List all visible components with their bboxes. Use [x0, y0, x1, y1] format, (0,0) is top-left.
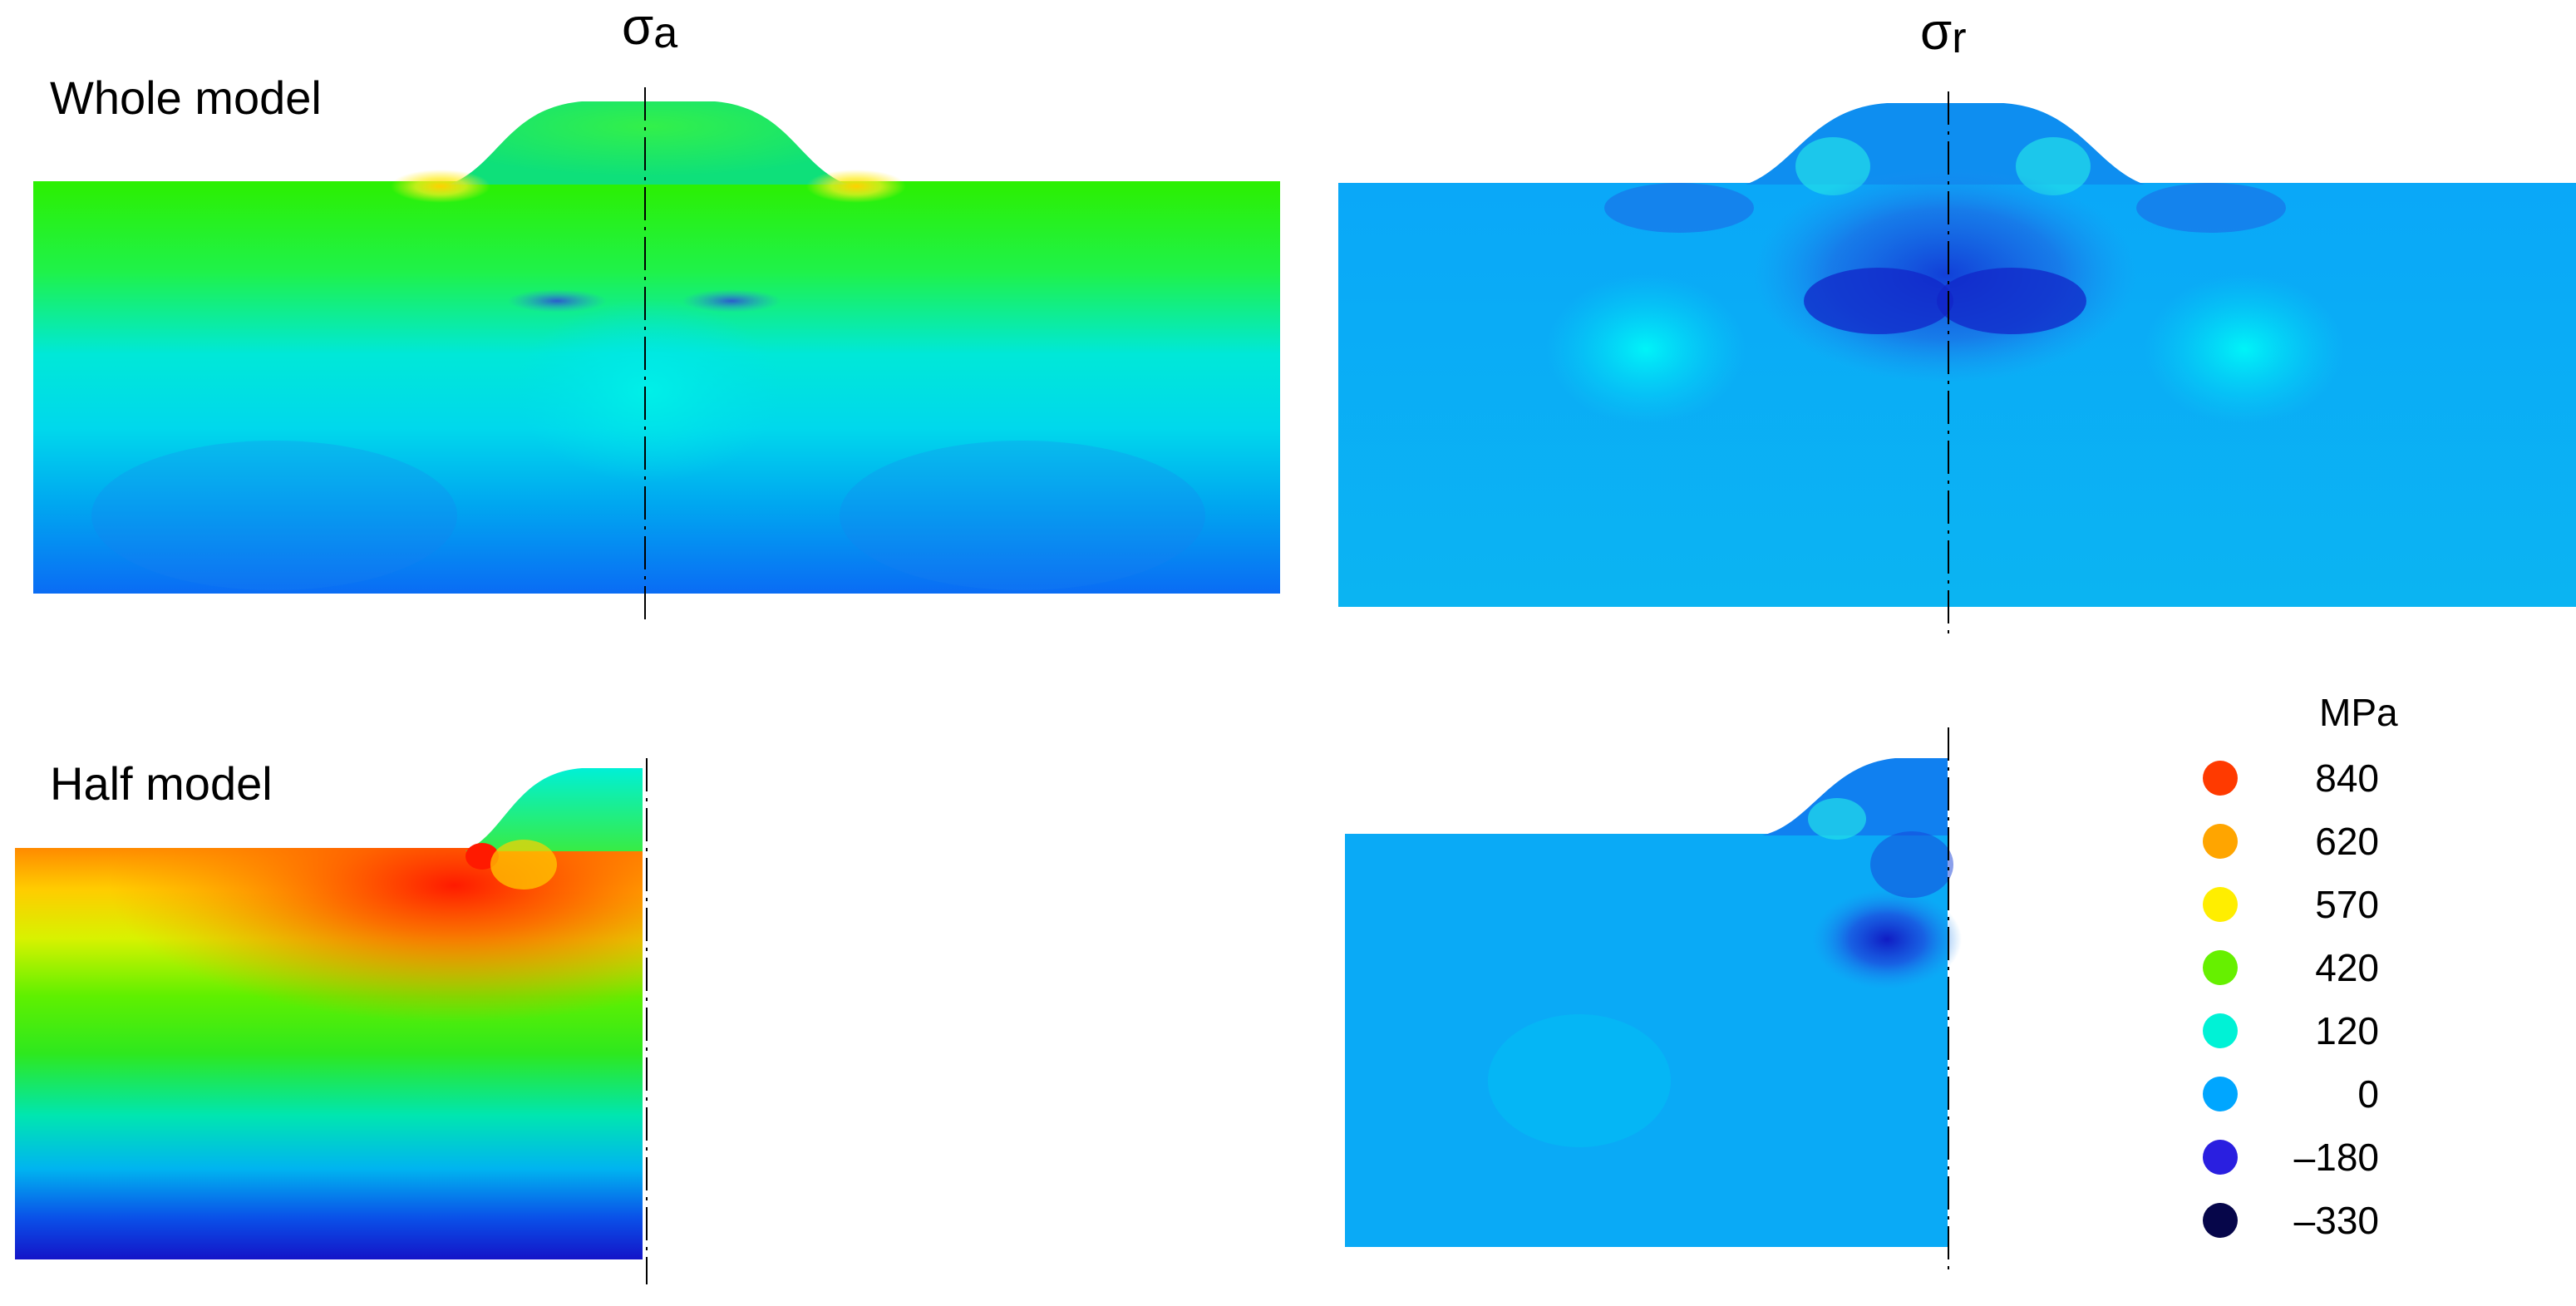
legend-color-dot	[2203, 761, 2238, 796]
legend-item: –180	[2203, 1126, 2477, 1189]
legend-item: 0	[2203, 1062, 2477, 1126]
sigma-r-whole-model-contour	[1338, 103, 2576, 607]
legend-color-dot	[2203, 824, 2238, 859]
legend-value: –330	[2293, 1199, 2379, 1242]
sigma-r-symbol: σ	[1920, 3, 1953, 61]
legend: MPa 840 620 570 420 120 0 –180 –330	[2203, 690, 2477, 1252]
legend-item: –330	[2203, 1189, 2477, 1252]
sigma-a-whole-model-contour	[33, 101, 1280, 594]
legend-value: 0	[2357, 1072, 2379, 1116]
legend-color-dot	[2203, 1077, 2238, 1111]
legend-unit: MPa	[2319, 691, 2398, 734]
half-model-label: Half model	[50, 757, 273, 810]
sigma-a-subscript: a	[653, 9, 678, 57]
sigma-a-symbol: σ	[622, 0, 654, 56]
legend-value: 840	[2315, 756, 2379, 800]
legend-value: 420	[2315, 946, 2379, 989]
legend-color-dot	[2203, 887, 2238, 922]
symmetry-axis-lines	[644, 87, 1949, 1284]
legend-value: –180	[2293, 1136, 2379, 1179]
legend-color-dot	[2203, 1140, 2238, 1175]
whole-model-label: Whole model	[50, 71, 322, 124]
legend-items: 840 620 570 420 120 0 –180 –330	[2203, 747, 2477, 1252]
legend-item: 120	[2203, 999, 2477, 1062]
legend-value: 570	[2315, 883, 2379, 926]
sigma-r-subscript: r	[1952, 14, 1967, 62]
legend-color-dot	[2203, 1203, 2238, 1238]
legend-value: 120	[2315, 1009, 2379, 1052]
sigma-a-half-model-contour	[15, 768, 643, 1259]
legend-color-dot	[2203, 950, 2238, 985]
sigma-a-title: σa	[622, 0, 678, 57]
sigma-r-half-model-contour	[1345, 758, 1962, 1247]
legend-item: 840	[2203, 747, 2477, 810]
legend-item: 570	[2203, 873, 2477, 936]
legend-color-dot	[2203, 1013, 2238, 1048]
legend-value: 620	[2315, 820, 2379, 863]
legend-item: 620	[2203, 810, 2477, 873]
legend-item: 420	[2203, 936, 2477, 999]
sigma-r-title: σr	[1920, 7, 1967, 62]
